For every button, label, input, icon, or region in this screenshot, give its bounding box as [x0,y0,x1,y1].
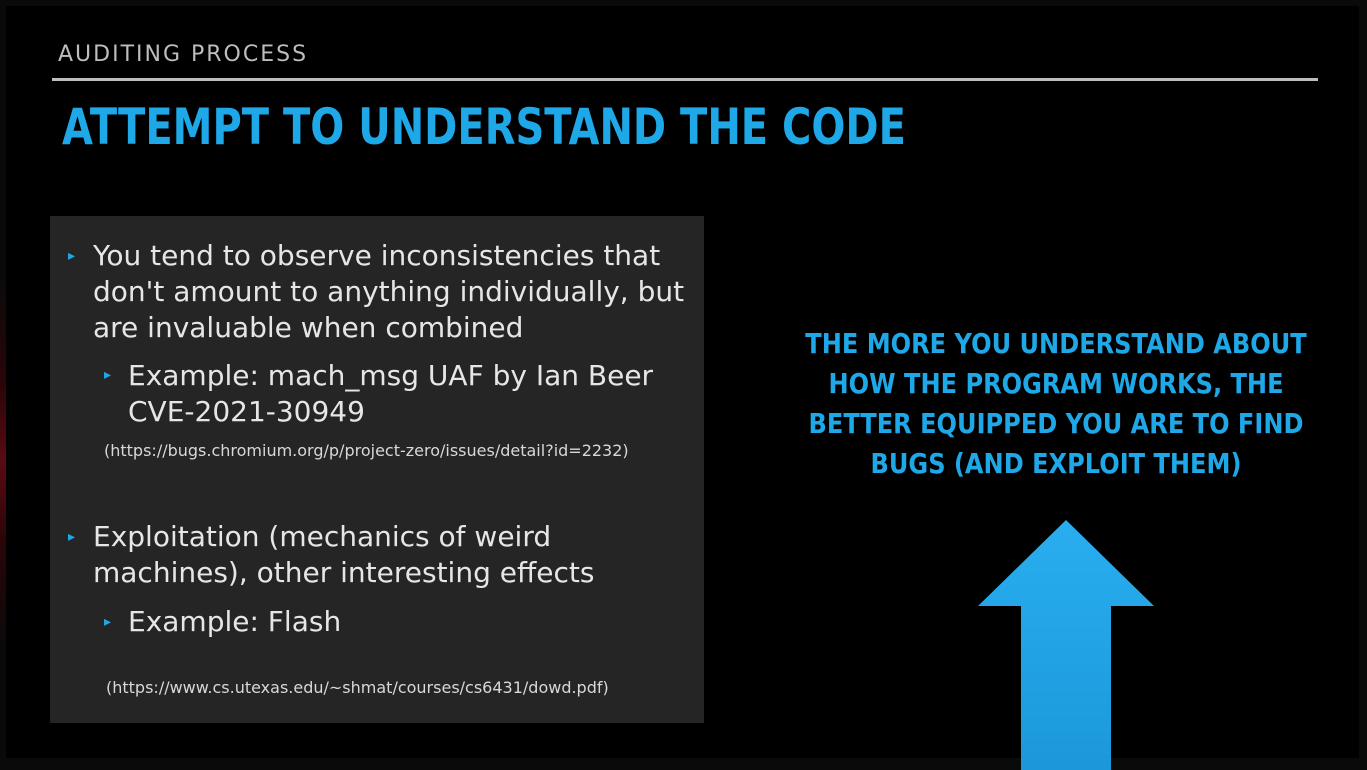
sub-bullet-marker-icon: ▸ [104,615,112,630]
slide: AUDITING PROCESS ATTEMPT TO UNDERSTAND T… [6,6,1359,770]
sub-bullet-item-1: Example: mach_msg UAF by Ian Beer CVE-20… [128,359,654,428]
reference-link-1[interactable]: (https://bugs.chromium.org/p/project-zer… [104,441,629,460]
bullet-item-1: You tend to observe inconsistencies that… [93,239,685,344]
callout-text: THE MORE YOU UNDERSTAND ABOUT HOW THE PR… [805,327,1307,480]
sub-bullet-marker-icon: ▸ [104,368,112,383]
bullet-marker-icon: ▸ [68,249,76,264]
bullet-marker-icon: ▸ [68,530,76,545]
sub-bullet-item-2: Example: Flash [128,605,342,638]
slide-title: ATTEMPT TO UNDERSTAND THE CODE [62,98,906,156]
key-takeaway-callout: THE MORE YOU UNDERSTAND ABOUT HOW THE PR… [776,324,1336,484]
reference-link-2[interactable]: (https://www.cs.utexas.edu/~shmat/course… [106,678,609,697]
bullet-item-2: Exploitation (mechanics of weird machine… [93,520,595,589]
bullet-panel: ▸ You tend to observe inconsistencies th… [50,216,704,723]
section-label: AUDITING PROCESS [58,42,309,67]
up-arrow-icon [978,520,1154,770]
header-divider [52,78,1318,81]
